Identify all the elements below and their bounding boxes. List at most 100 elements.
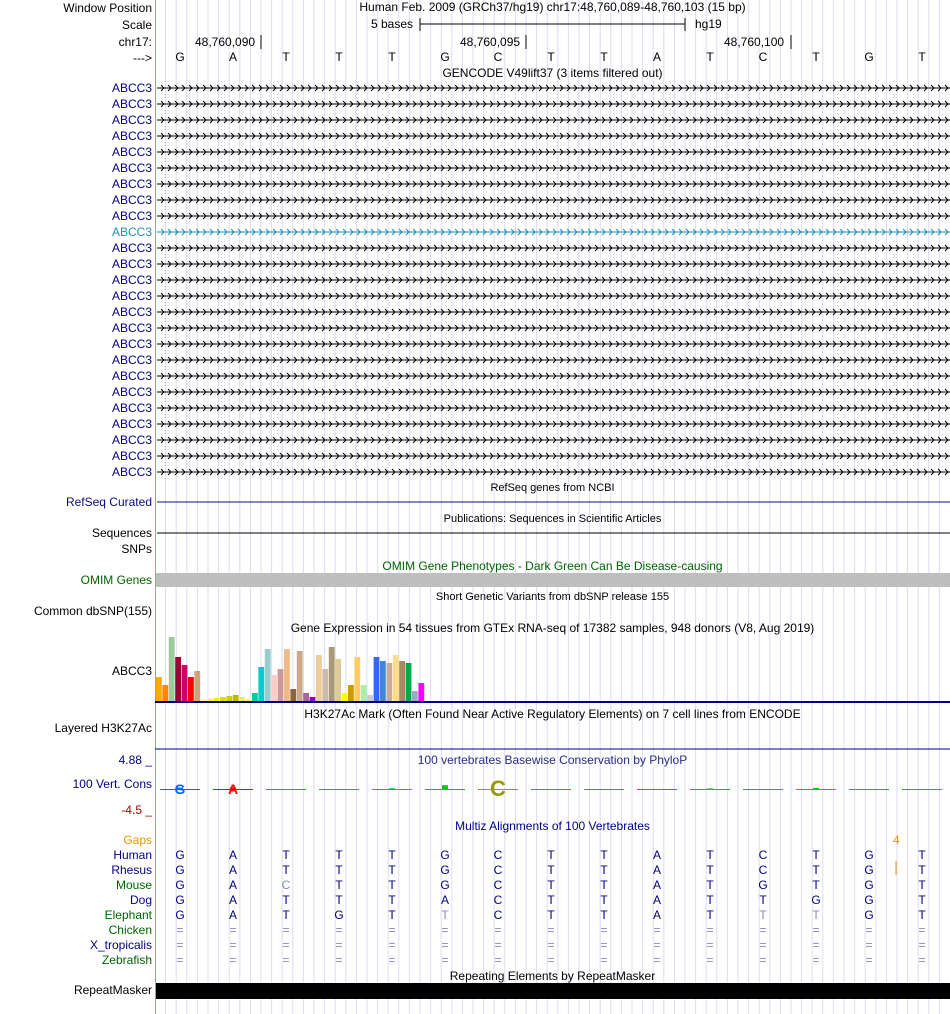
gencode-gene-label[interactable]: ABCC3 [111, 433, 152, 447]
gencode-title[interactable]: GENCODE V49lift37 (3 items filtered out) [442, 66, 663, 80]
gencode-gene-label[interactable]: ABCC3 [111, 385, 152, 399]
dbsnp-title[interactable]: Short Genetic Variants from dbSNP releas… [435, 591, 670, 603]
gencode-gene-label[interactable]: ABCC3 [111, 353, 152, 367]
gencode-gene-label[interactable]: ABCC3 [111, 321, 152, 335]
phylop-score-peak [389, 788, 395, 790]
gencode-gene-label[interactable]: ABCC3 [111, 465, 152, 479]
publications-label-snps[interactable]: SNPs [121, 542, 152, 556]
gencode-gene-label[interactable]: ABCC3 [111, 305, 152, 319]
phylop-min-label[interactable]: -4.5 _ [121, 803, 152, 817]
species-label[interactable]: Dog [129, 893, 152, 907]
gtex-bar [245, 699, 252, 701]
alignment-base: C [281, 878, 291, 892]
sequence-base: G [440, 50, 450, 64]
alignment-base: T [706, 863, 714, 877]
gencode-gene-label[interactable]: ABCC3 [111, 129, 152, 143]
gene-strand-arrows [160, 196, 949, 204]
gtex-bar [284, 649, 290, 701]
gencode-gene-label[interactable]: ABCC3 [111, 369, 152, 383]
gencode-gene-label[interactable]: ABCC3 [111, 273, 152, 287]
gene-strand-arrows [160, 116, 949, 124]
gencode-gene-label[interactable]: ABCC3 [111, 145, 152, 159]
gencode-gene-label[interactable]: ABCC3 [111, 81, 152, 95]
publications-title[interactable]: Publications: Sequences in Scientific Ar… [443, 513, 662, 525]
gtex-bar [213, 698, 220, 701]
omim-title[interactable]: OMIM Gene Phenotypes - Dark Green Can Be… [382, 559, 723, 573]
multiz-title[interactable]: Multiz Alignments of 100 Vertebrates [455, 819, 650, 833]
alignment-base: C [493, 848, 503, 862]
refseq-label[interactable]: RefSeq Curated [65, 495, 152, 509]
species-label[interactable]: Rhesus [111, 863, 152, 877]
alignment-base: = [600, 938, 608, 952]
gene-strand-arrows [160, 372, 949, 380]
species-label[interactable]: Mouse [115, 878, 152, 892]
coord-tick-1: 48,760,090 [195, 35, 256, 49]
alignment-base: T [335, 878, 343, 892]
species-label[interactable]: Zebrafish [101, 953, 152, 967]
gtex-bar [188, 677, 194, 701]
alignment-base: = [812, 923, 820, 937]
alignment-base: A [652, 878, 661, 892]
gene-strand-arrows [160, 340, 949, 348]
alignment-base: T [706, 908, 714, 922]
repeatmasker-title[interactable]: Repeating Elements by RepeatMasker [449, 969, 656, 983]
species-label[interactable]: Human [113, 848, 152, 862]
alignment-base: = [706, 953, 714, 967]
sequence-base: G [864, 50, 874, 64]
alignment-base: = [706, 938, 714, 952]
gtex-bar [354, 657, 361, 701]
alignment-base: = [229, 923, 237, 937]
alignment-base: = [441, 938, 449, 952]
phylop-label[interactable]: 100 Vert. Cons [72, 777, 152, 791]
gencode-gene-label[interactable]: ABCC3 [111, 417, 152, 431]
phylop-score-peak [654, 789, 660, 790]
alignment-base: G [440, 863, 450, 877]
gtex-bar [316, 655, 322, 701]
coord-tick-2: 48,760,095 [460, 35, 521, 49]
refseq-title[interactable]: RefSeq genes from NCBI [490, 482, 615, 494]
alignment-base: T [600, 848, 608, 862]
alignment-base: G [864, 893, 874, 907]
h3k27ac-title[interactable]: H3K27Ac Mark (Often Found Near Active Re… [304, 707, 801, 721]
species-label[interactable]: Chicken [108, 923, 152, 937]
gtex-bar [194, 671, 201, 701]
alignment-base: T [706, 878, 714, 892]
h3k27ac-label[interactable]: Layered H3K27Ac [54, 721, 152, 735]
dbsnp-label[interactable]: Common dbSNP(155) [33, 604, 152, 618]
phylop-max-label[interactable]: 4.88 _ [118, 753, 152, 767]
omim-label[interactable]: OMIM Genes [80, 573, 152, 587]
phylop-score-peak [230, 787, 236, 790]
phylop-title[interactable]: 100 vertebrates Basewise Conservation by… [417, 753, 688, 767]
repeatmasker-label[interactable]: RepeatMasker [73, 983, 152, 997]
species-label[interactable]: Elephant [104, 908, 152, 922]
gtex-label[interactable]: ABCC3 [111, 664, 152, 678]
gencode-gene-label[interactable]: ABCC3 [111, 161, 152, 175]
gencode-gene-label[interactable]: ABCC3 [111, 257, 152, 271]
gene-strand-arrows [160, 436, 949, 444]
gencode-gene-label[interactable]: ABCC3 [111, 97, 152, 111]
gencode-gene-label[interactable]: ABCC3 [111, 193, 152, 207]
gtex-title[interactable]: Gene Expression in 54 tissues from GTEx … [290, 621, 815, 635]
gencode-gene-label[interactable]: ABCC3 [111, 177, 152, 191]
gencode-gene-label[interactable]: ABCC3 [111, 225, 152, 239]
gencode-gene-label[interactable]: ABCC3 [111, 449, 152, 463]
gencode-gene-label[interactable]: ABCC3 [111, 289, 152, 303]
gaps-label[interactable]: Gaps [123, 833, 152, 847]
species-label[interactable]: X_tropicalis [89, 938, 152, 952]
alignment-base: G [758, 878, 768, 892]
gencode-gene-label[interactable]: ABCC3 [111, 241, 152, 255]
publications-label-sequences[interactable]: Sequences [91, 526, 152, 540]
alignment-base: = [547, 953, 555, 967]
alignment-base: T [918, 908, 926, 922]
sequence-base: T [388, 50, 396, 64]
gencode-gene-label[interactable]: ABCC3 [111, 209, 152, 223]
alignment-base: A [228, 893, 237, 907]
scale-label: Scale [121, 18, 152, 32]
alignment-base: G [175, 893, 185, 907]
gencode-gene-label[interactable]: ABCC3 [111, 401, 152, 415]
alignment-base: T [282, 863, 290, 877]
gencode-gene-label[interactable]: ABCC3 [111, 113, 152, 127]
alignment-base: C [493, 908, 503, 922]
alignment-base: = [865, 938, 873, 952]
gencode-gene-label[interactable]: ABCC3 [111, 337, 152, 351]
